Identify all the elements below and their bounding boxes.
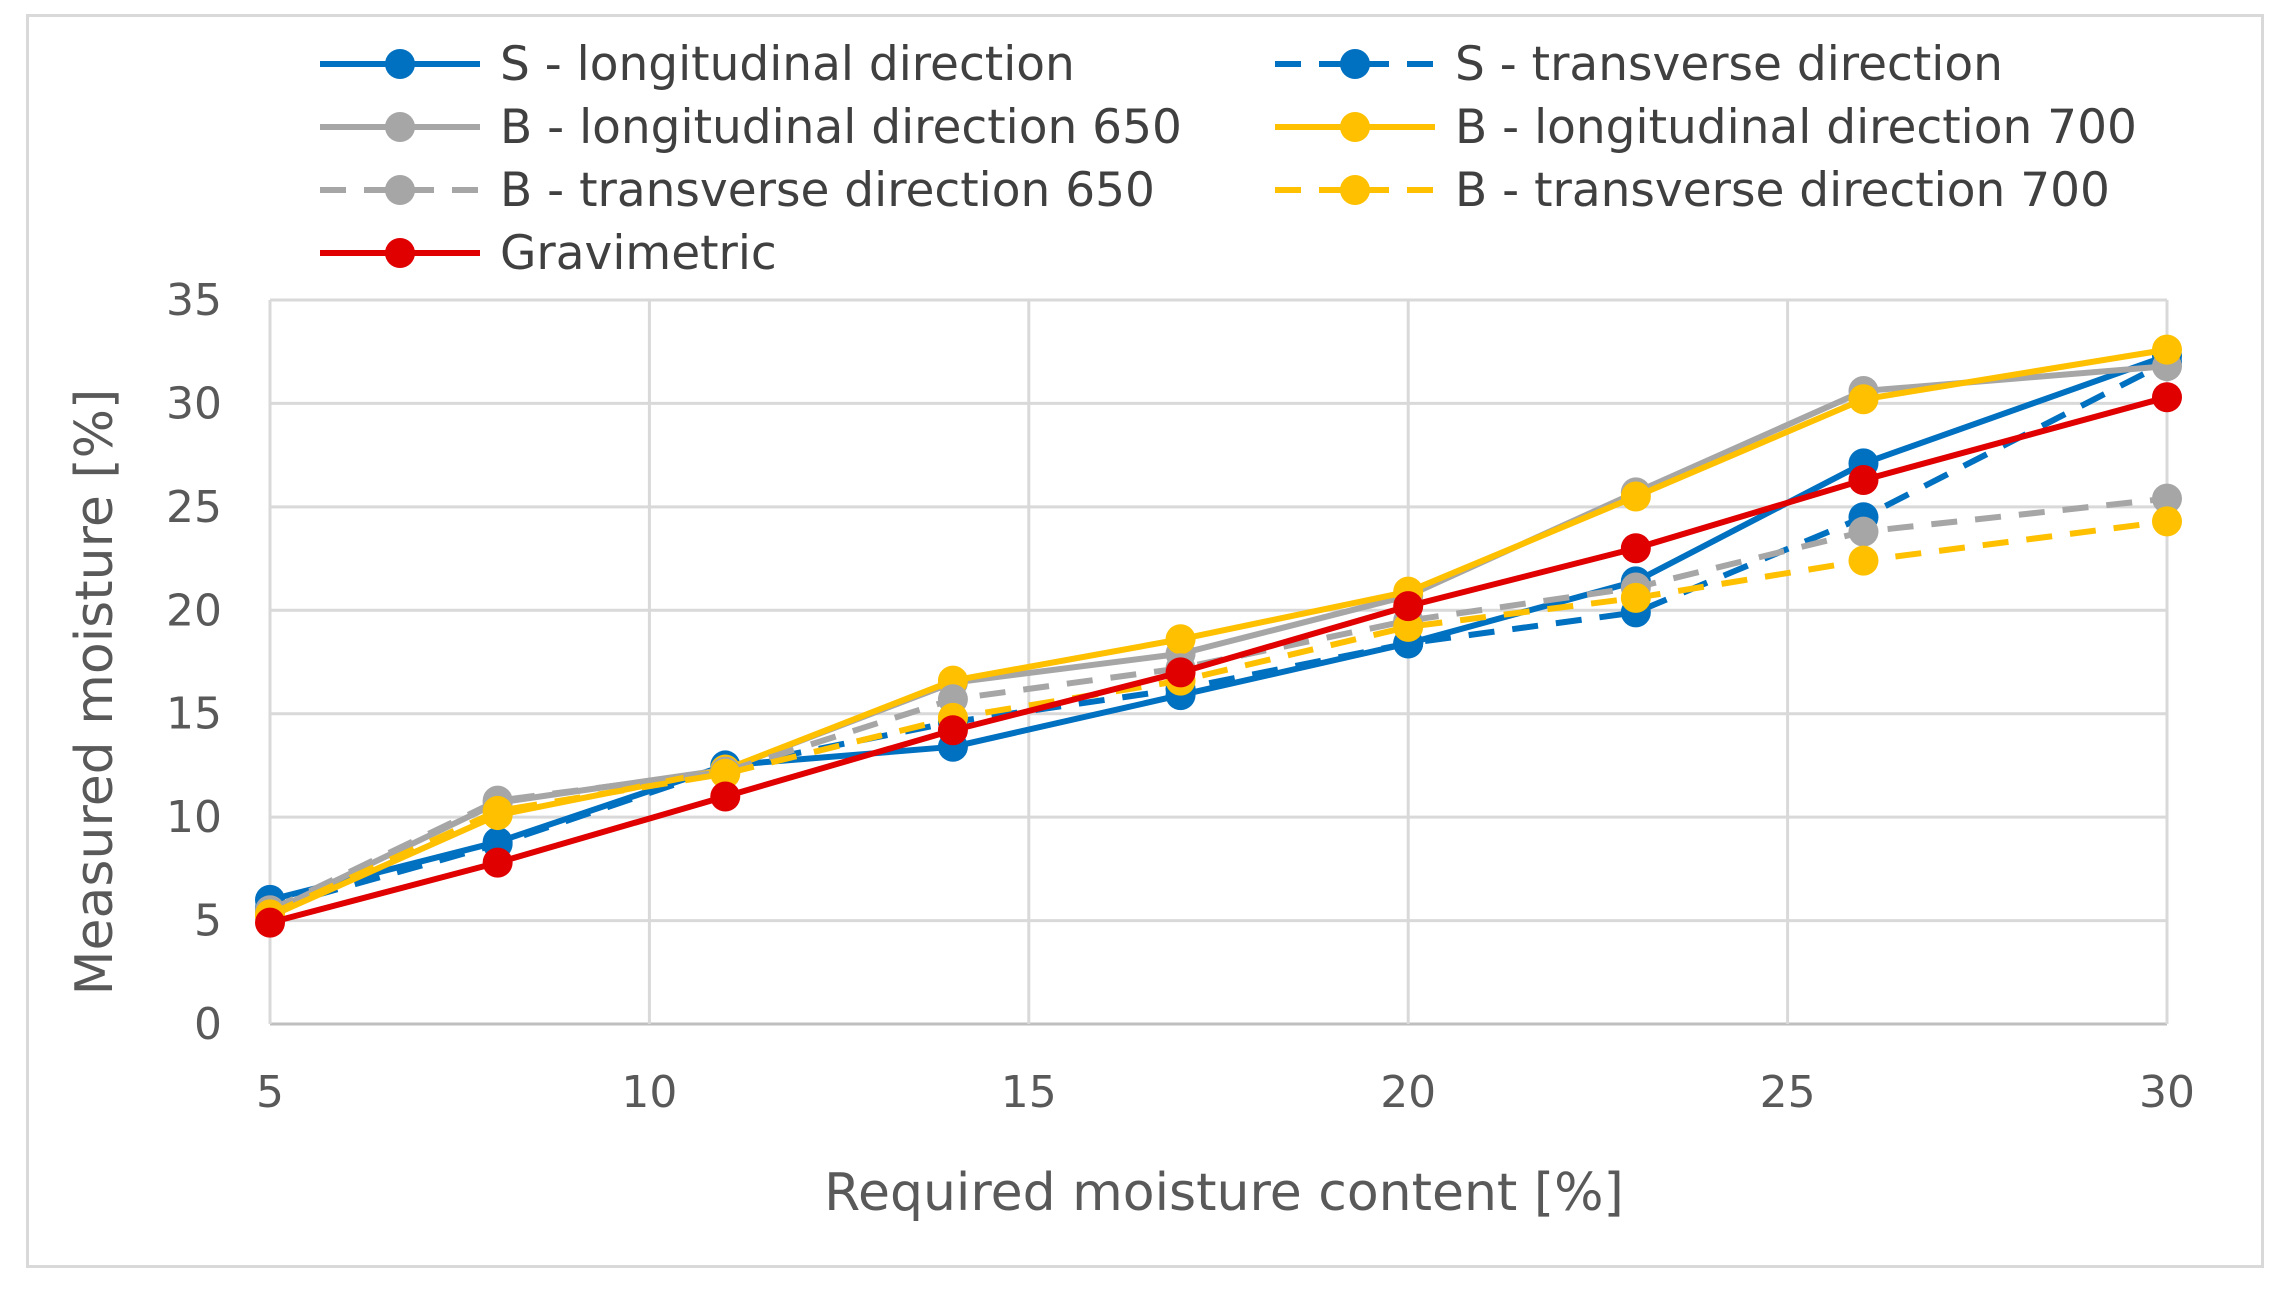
legend-label: S - longitudinal direction — [500, 37, 1075, 92]
data-point — [482, 795, 513, 826]
data-point — [482, 847, 513, 878]
series-b-transverse-direction-700 — [255, 506, 2182, 930]
y-tick-label: 15 — [166, 689, 222, 740]
legend-label: Gravimetric — [500, 226, 777, 281]
data-point — [710, 781, 741, 812]
series-line — [269, 359, 2169, 912]
y-axis-title: Measured moisture [%] — [65, 389, 125, 996]
legend-label: B - longitudinal direction 650 — [500, 100, 1182, 155]
data-point — [1393, 611, 1424, 642]
legend-item-b-longitudinal-direction-650: B - longitudinal direction 650 — [320, 100, 1182, 155]
series-line — [268, 495, 2168, 913]
series-gravimetric — [255, 382, 2182, 938]
x-tick-label: 10 — [621, 1067, 677, 1118]
legend: S - longitudinal direction S - transverse… — [320, 37, 2137, 281]
legend-item-s-longitudinal-direction: S - longitudinal direction — [320, 37, 1075, 92]
series-line — [268, 363, 2168, 915]
x-tick-label: 20 — [1380, 1067, 1436, 1118]
data-point — [1620, 533, 1651, 564]
x-tick-label: 5 — [256, 1067, 284, 1118]
data-point — [255, 907, 285, 938]
legend-item-gravimetric: Gravimetric — [320, 226, 777, 281]
series-b-longitudinal-direction-700 — [255, 334, 2182, 932]
x-tick-label: 25 — [1760, 1067, 1816, 1118]
legend-marker — [385, 112, 415, 142]
legend-marker — [385, 49, 415, 79]
data-point — [2152, 382, 2182, 413]
legend-marker — [385, 175, 415, 205]
data-point — [1165, 657, 1196, 688]
x-tick-label: 30 — [2139, 1067, 2195, 1118]
y-tick-label: 30 — [166, 378, 222, 429]
y-tick-label: 10 — [166, 792, 222, 843]
data-point — [2152, 483, 2182, 514]
legend-item-b-longitudinal-direction-700: B - longitudinal direction 700 — [1275, 100, 2137, 155]
series-b-transverse-direction-650 — [255, 483, 2182, 926]
data-point — [1848, 545, 1879, 576]
data-point — [1620, 481, 1651, 512]
data-point — [937, 715, 968, 746]
y-tick-label: 25 — [166, 482, 222, 533]
data-point — [710, 758, 741, 789]
data-point — [1393, 591, 1424, 622]
data-point — [1620, 582, 1651, 613]
legend-marker — [1340, 112, 1370, 142]
series-line — [268, 346, 2168, 920]
data-point — [1165, 624, 1196, 655]
legend-marker — [1340, 49, 1370, 79]
legend-marker — [385, 238, 415, 268]
chart-frame — [26, 14, 2264, 1268]
data-point — [1848, 384, 1879, 415]
series-line — [269, 394, 2168, 926]
y-tick-label: 35 — [166, 275, 222, 326]
legend-label: S - transverse direction — [1455, 37, 2003, 92]
series-b-longitudinal-direction-650 — [255, 351, 2182, 928]
data-point — [2152, 334, 2182, 365]
legend-item-s-transverse-direction: S - transverse direction — [1275, 37, 2003, 92]
x-tick-label: 15 — [1001, 1067, 1057, 1118]
x-axis-title: Required moisture content [%] — [824, 1163, 1624, 1223]
y-tick-label: 0 — [194, 999, 222, 1050]
legend-label: B - transverse direction 700 — [1455, 163, 2110, 218]
data-point — [2152, 506, 2182, 537]
series-s-transverse-direction — [255, 347, 2182, 924]
legend-item-b-transverse-direction-700: B - transverse direction 700 — [1275, 163, 2110, 218]
legend-marker — [1340, 175, 1370, 205]
data-point — [1848, 464, 1879, 495]
legend-label: B - longitudinal direction 700 — [1455, 100, 2137, 155]
y-tick-label: 20 — [166, 585, 222, 636]
data-point — [1848, 516, 1879, 547]
legend-item-b-transverse-direction-650: B - transverse direction 650 — [320, 163, 1155, 218]
y-tick-label: 5 — [194, 896, 222, 947]
series-layer — [255, 334, 2182, 938]
series-line — [268, 518, 2168, 918]
legend-label: B - transverse direction 650 — [500, 163, 1155, 218]
